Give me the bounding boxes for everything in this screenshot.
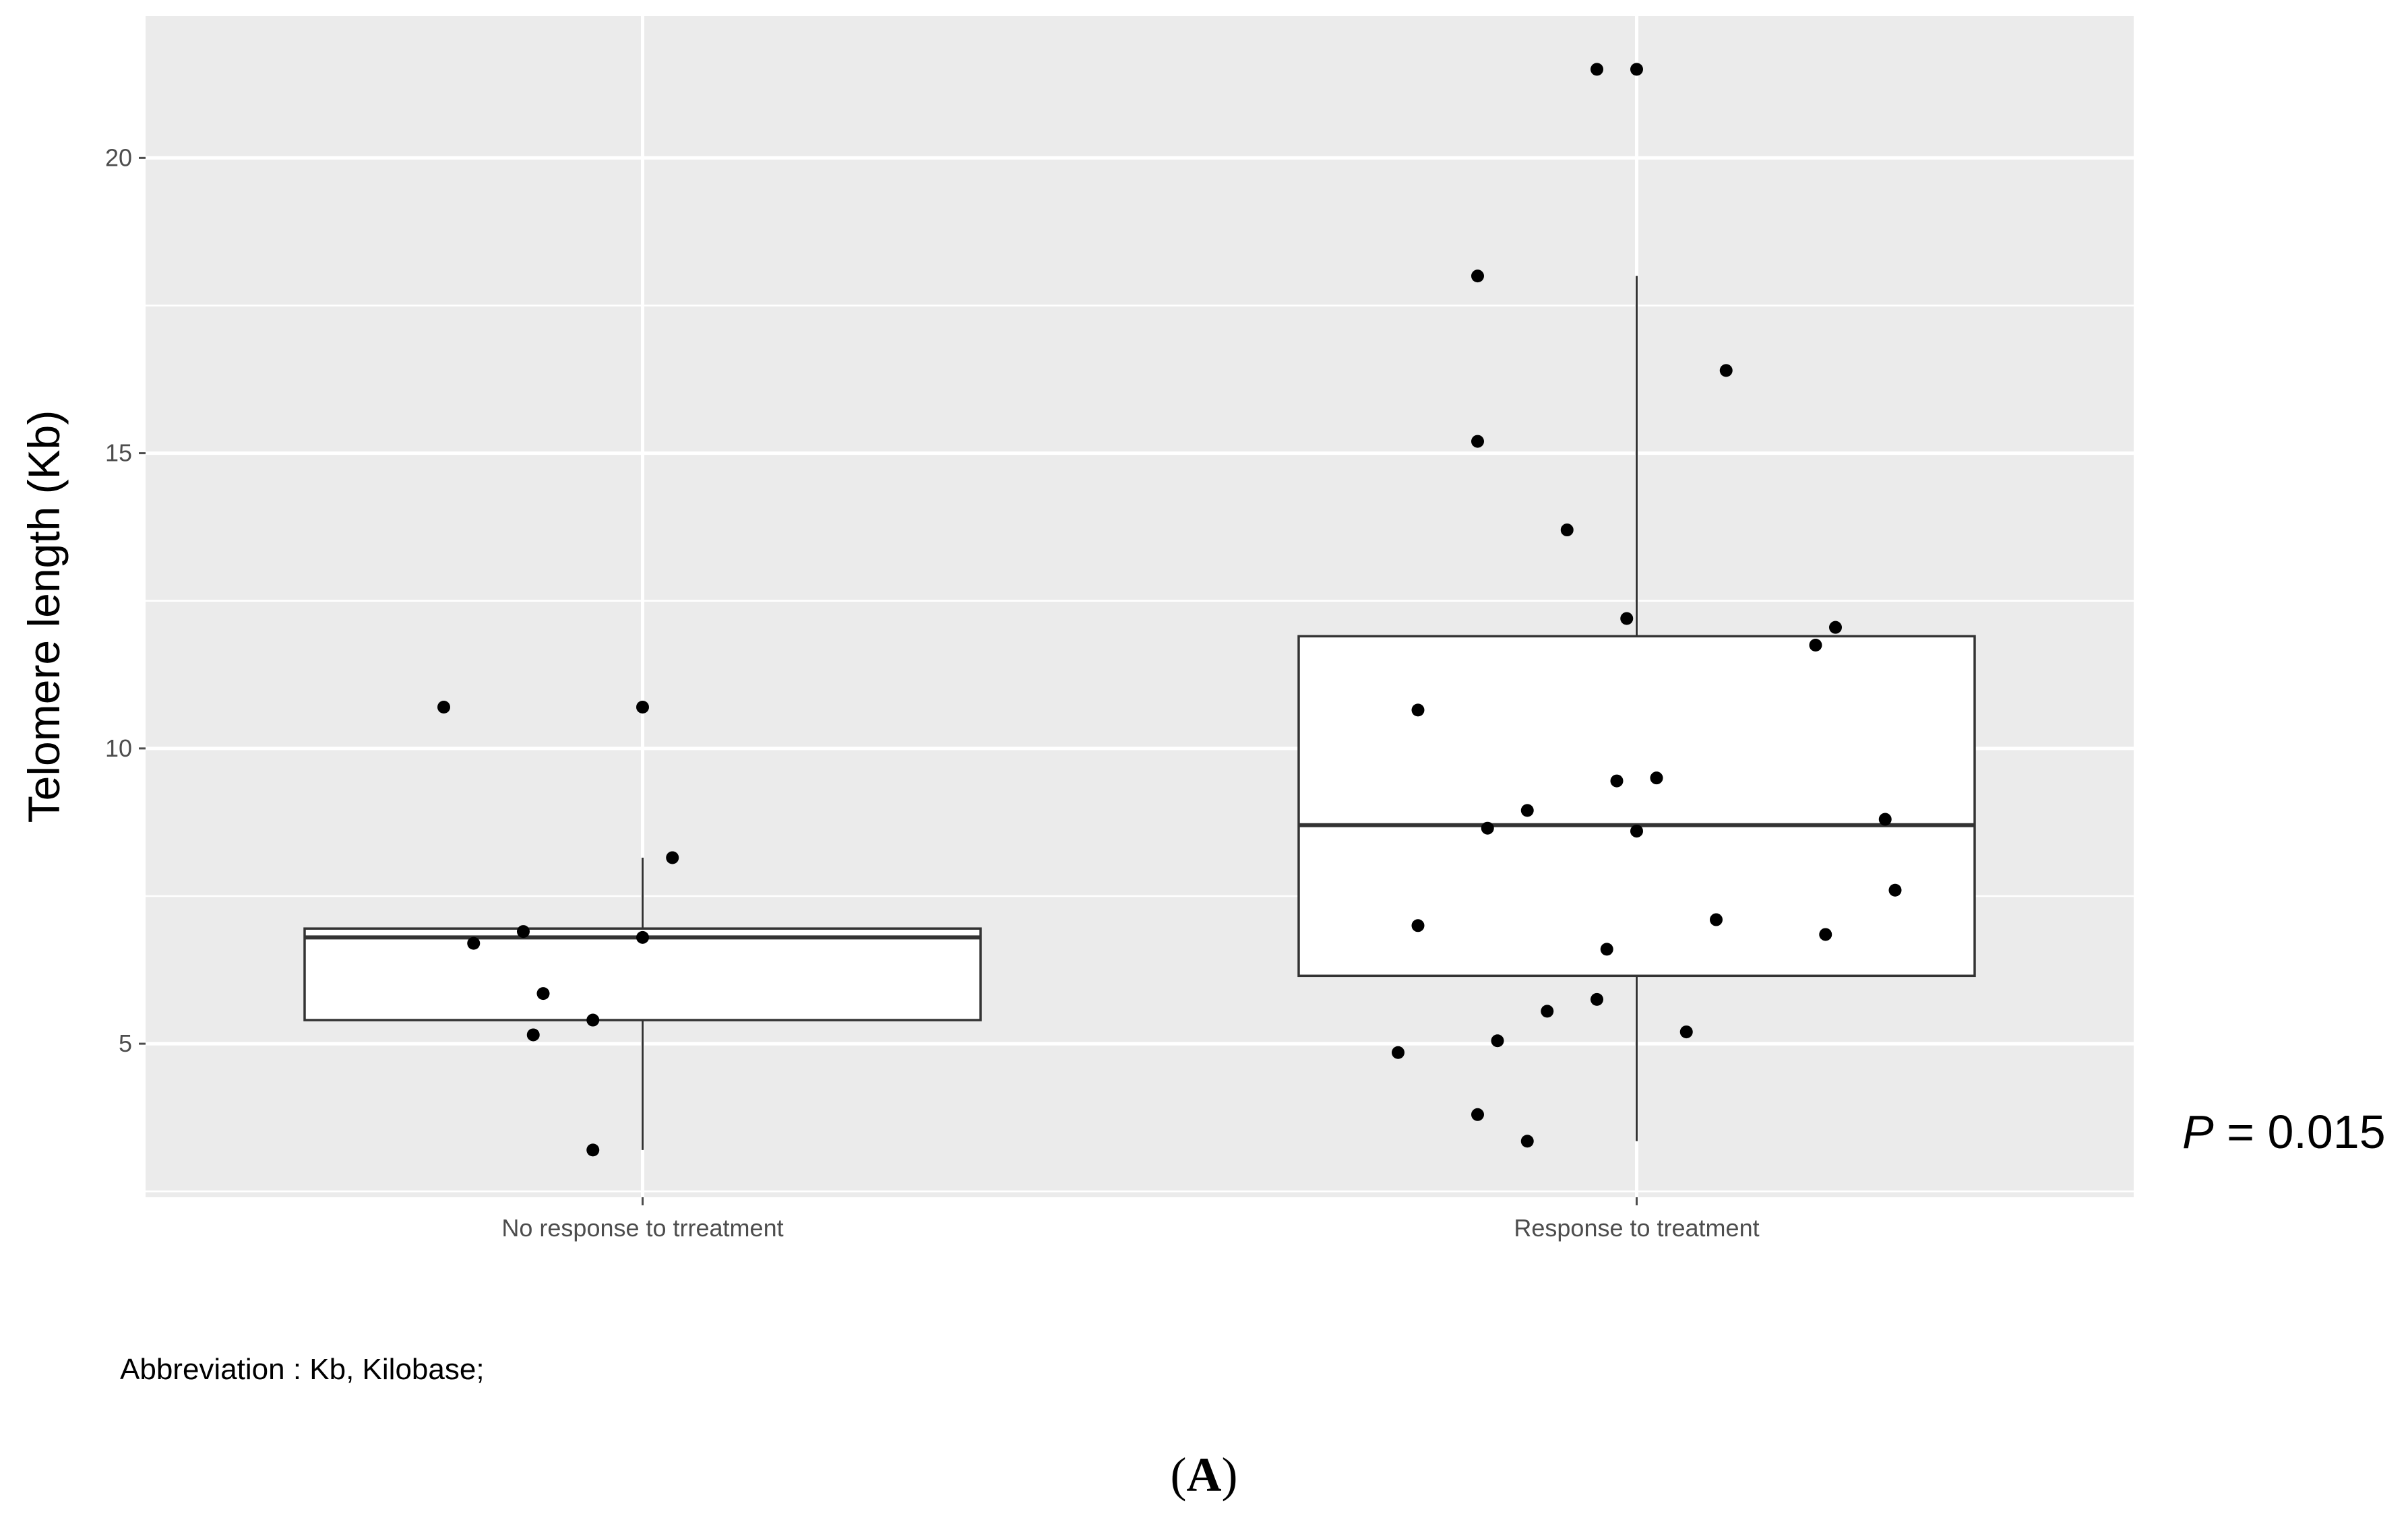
- data-point: [1392, 1046, 1404, 1059]
- data-point: [1491, 1034, 1504, 1048]
- data-point: [1481, 821, 1494, 835]
- y-axis-label: Telomere length (Kb): [19, 410, 69, 823]
- data-point: [1541, 1005, 1554, 1018]
- data-point: [636, 701, 649, 714]
- data-point: [636, 930, 649, 944]
- data-point: [1819, 928, 1832, 941]
- data-point: [1591, 992, 1603, 1006]
- data-point: [526, 1028, 540, 1042]
- data-point: [586, 1143, 600, 1157]
- x-tick-label: No response to trreatment: [501, 1214, 783, 1242]
- data-point: [1520, 804, 1534, 817]
- boxes: [303, 276, 1976, 1150]
- data-point: [437, 701, 450, 714]
- data-points: [437, 63, 1902, 1157]
- data-point: [1610, 774, 1624, 788]
- p-value-text: = 0.015: [2213, 1106, 2386, 1158]
- panel-label: (A): [1170, 1448, 1238, 1502]
- data-point: [1710, 913, 1723, 926]
- data-point: [1520, 1135, 1534, 1148]
- y-tick-label: 20: [105, 144, 132, 171]
- data-point: [1809, 638, 1822, 652]
- y-tick-label: 5: [119, 1029, 132, 1057]
- data-point: [1888, 883, 1902, 897]
- data-point: [467, 937, 481, 950]
- data-point: [1600, 943, 1613, 956]
- data-point: [1471, 269, 1484, 283]
- data-point: [1411, 703, 1425, 717]
- data-point: [1679, 1025, 1693, 1039]
- panel-letter: A: [1186, 1448, 1222, 1502]
- x-tick-label: Response to treatment: [1514, 1214, 1759, 1242]
- data-point: [1829, 621, 1842, 634]
- data-point: [1650, 771, 1663, 785]
- data-point: [1591, 63, 1603, 76]
- data-point: [1620, 612, 1634, 625]
- data-point: [666, 851, 679, 864]
- data-point: [1630, 63, 1643, 76]
- data-point: [517, 925, 530, 939]
- data-point: [1471, 1108, 1484, 1121]
- p-value-annotation: P = 0.015: [2182, 1105, 2386, 1159]
- data-point: [1471, 435, 1484, 448]
- data-point: [1411, 919, 1425, 932]
- data-point: [586, 1013, 600, 1027]
- data-point: [1630, 825, 1643, 838]
- p-value-symbol: P: [2182, 1106, 2214, 1158]
- y-tick-label: 15: [105, 439, 132, 467]
- data-point: [1719, 364, 1733, 377]
- y-tick-label: 10: [105, 734, 132, 762]
- data-point: [536, 987, 550, 1001]
- box-iqr: [1297, 635, 1976, 978]
- data-point: [1560, 524, 1574, 537]
- data-point: [1878, 813, 1892, 826]
- abbreviation-note: Abbreviation : Kb, Kilobase;: [120, 1353, 485, 1386]
- axes: 5 10 15 20 No response to trreatment Response…: [105, 144, 1760, 1242]
